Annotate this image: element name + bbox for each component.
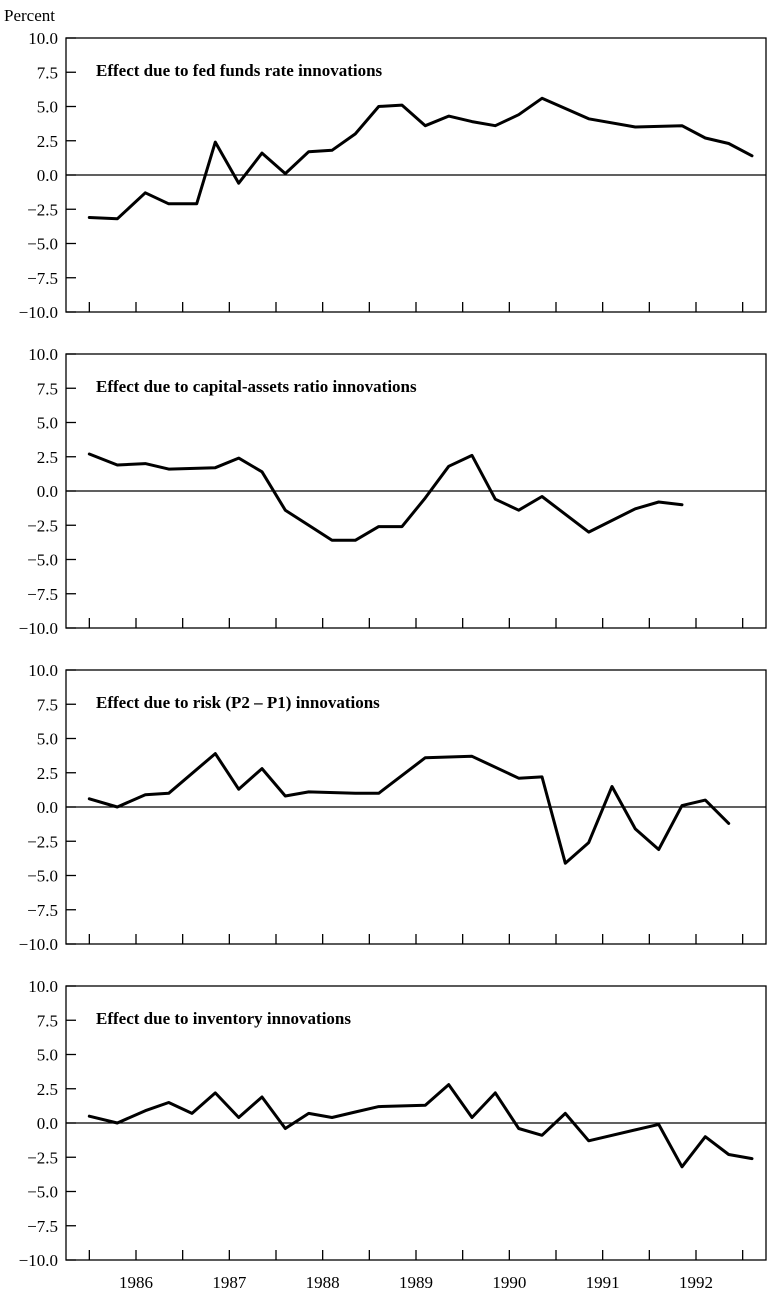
panel-title: Effect due to risk (P2 – P1) innovations xyxy=(96,693,380,712)
y-tick-label: 7.5 xyxy=(37,63,58,82)
y-tick-label: −5.0 xyxy=(27,235,58,254)
y-axis-title: Percent xyxy=(4,6,55,25)
panel-title: Effect due to capital-assets ratio innov… xyxy=(96,377,417,396)
x-tick-label: 1986 xyxy=(119,1273,153,1292)
y-tick-label: 10.0 xyxy=(28,661,58,680)
series-line xyxy=(87,452,684,542)
y-tick-label: 0.0 xyxy=(37,1114,58,1133)
x-tick-label: 1987 xyxy=(212,1273,247,1292)
y-tick-label: −10.0 xyxy=(19,1251,58,1270)
y-tick-label: −2.5 xyxy=(27,1148,58,1167)
y-tick-label: −5.0 xyxy=(27,1183,58,1202)
y-tick-label: −5.0 xyxy=(27,867,58,886)
y-tick-label: 2.5 xyxy=(37,132,58,151)
panel-2: 10.0 7.5 5.0 2.5 0.0 −2.5 −5.0 −7.5 −10.0 Effect … xyxy=(19,345,767,638)
panel-4: 10.0 7.5 5.0 2.5 0.0 −2.5 −5.0 −7.5 −10.0 Effect … xyxy=(19,977,767,1292)
panel-3: 10.0 7.5 5.0 2.5 0.0 −2.5 −5.0 −7.5 −10.0 Effect … xyxy=(19,661,767,954)
series-line xyxy=(87,752,731,865)
y-tick-label: −7.5 xyxy=(27,269,58,288)
series-line xyxy=(87,1083,754,1169)
y-tick-label: −2.5 xyxy=(27,200,58,219)
y-tick-label: 7.5 xyxy=(37,379,58,398)
y-tick-label: 5.0 xyxy=(37,1046,58,1065)
y-tick-label: 0.0 xyxy=(37,482,58,501)
y-tick-label: 5.0 xyxy=(37,414,58,433)
y-tick-label: −2.5 xyxy=(27,832,58,851)
y-tick-label: −7.5 xyxy=(27,585,58,604)
y-tick-label: −7.5 xyxy=(27,1217,58,1236)
series-line xyxy=(87,96,754,221)
y-tick-label: 7.5 xyxy=(37,1011,58,1030)
y-tick-label: −10.0 xyxy=(19,303,58,322)
panel-title: Effect due to inventory innovations xyxy=(96,1009,351,1028)
y-tick-label: 5.0 xyxy=(37,730,58,749)
y-tick-label: 2.5 xyxy=(37,1080,58,1099)
x-tick-label: 1991 xyxy=(586,1273,620,1292)
y-tick-label: 2.5 xyxy=(37,764,58,783)
y-tick-label: 0.0 xyxy=(37,798,58,817)
y-tick-label: −2.5 xyxy=(27,516,58,535)
x-tick-label: 1988 xyxy=(306,1273,340,1292)
x-tick-label: 1989 xyxy=(399,1273,433,1292)
y-tick-label: 0.0 xyxy=(37,166,58,185)
y-tick-label: 10.0 xyxy=(28,345,58,364)
y-tick-label: 10.0 xyxy=(28,977,58,996)
y-tick-label: 2.5 xyxy=(37,448,58,467)
panels: 10.0 7.5 5.0 2.5 0.0 −2.5 −5.0 −7.5 −10.0 Effect … xyxy=(19,29,767,1292)
panel-title: Effect due to fed funds rate innovations xyxy=(96,61,383,80)
panel-1: 10.0 7.5 5.0 2.5 0.0 −2.5 −5.0 −7.5 −10.0 Effect … xyxy=(19,29,767,322)
y-tick-label: −7.5 xyxy=(27,901,58,920)
x-tick-label: 1990 xyxy=(492,1273,526,1292)
x-tick-label: 1992 xyxy=(679,1273,713,1292)
y-tick-label: −5.0 xyxy=(27,551,58,570)
y-tick-label: 5.0 xyxy=(37,98,58,117)
y-tick-label: −10.0 xyxy=(19,619,58,638)
y-tick-label: 10.0 xyxy=(28,29,58,48)
y-tick-label: −10.0 xyxy=(19,935,58,954)
y-tick-label: 7.5 xyxy=(37,695,58,714)
